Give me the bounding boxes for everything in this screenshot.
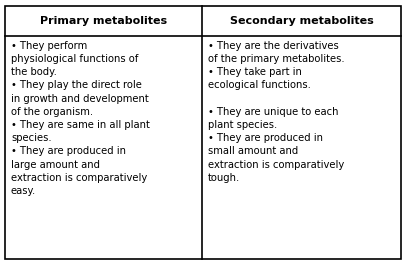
Text: Primary metabolites: Primary metabolites xyxy=(40,16,167,26)
Text: • They are the derivatives
of the primary metabolites.
• They take part in
ecolo: • They are the derivatives of the primar… xyxy=(208,41,344,183)
Text: Secondary metabolites: Secondary metabolites xyxy=(229,16,373,26)
Text: • They perform
physiological functions of
the body.
• They play the direct role
: • They perform physiological functions o… xyxy=(11,41,149,196)
